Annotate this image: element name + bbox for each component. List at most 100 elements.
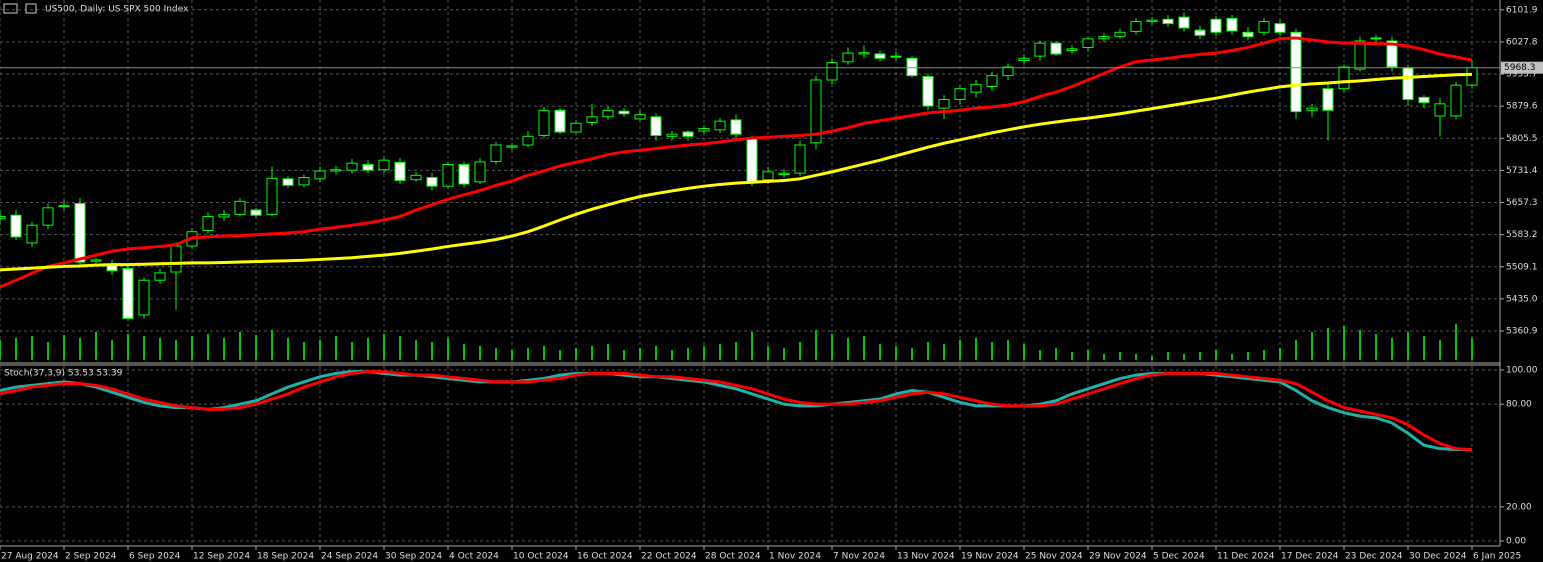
y-tick-label: 5509.1 (1506, 262, 1538, 272)
volume-bar (1039, 350, 1041, 360)
x-tick-label: 10 Oct 2024 (513, 552, 569, 562)
volume-bar (847, 338, 849, 360)
candle-body (1402, 67, 1414, 100)
moving-average (0, 36, 1473, 289)
candle-body (954, 88, 966, 100)
volume-bar (1279, 348, 1281, 360)
x-tick-label: 28 Oct 2024 (705, 552, 761, 562)
candle-body (1146, 19, 1158, 22)
x-tick-label: 11 Dec 2024 (1217, 552, 1275, 562)
volume-bar (383, 334, 385, 360)
volume-bar (911, 348, 913, 360)
candle-body (1162, 18, 1174, 25)
candle-body (1034, 42, 1046, 57)
volume-bar (239, 332, 241, 360)
x-tick-label: 7 Nov 2024 (833, 552, 885, 562)
x-tick-label: 6 Jan 2025 (1473, 552, 1521, 562)
candle-body (1050, 42, 1062, 55)
candle-body (282, 178, 294, 186)
volume-bar (447, 338, 449, 360)
candle-body (874, 53, 886, 59)
volume-bar (975, 338, 977, 360)
candle-body (74, 203, 86, 263)
volume-bar (31, 336, 33, 360)
volume-bar (287, 338, 289, 360)
candle-body (442, 164, 454, 187)
candle-body (1242, 31, 1254, 38)
volume-bar (1183, 354, 1185, 360)
chart-title: US500, Daily: US SPX 500 Index (45, 5, 189, 15)
volume-bar (1215, 350, 1217, 360)
candle-body (506, 145, 518, 148)
volume-bar (623, 350, 625, 360)
candle-body (202, 216, 214, 231)
volume-bar (1407, 332, 1409, 360)
volume-bar (655, 346, 657, 360)
volume-bar (575, 348, 577, 360)
volume-bar (1295, 340, 1297, 360)
volume-bar (1311, 332, 1313, 360)
volume-bar (543, 346, 545, 360)
volume-bar (1071, 352, 1073, 360)
candle-body (0, 216, 6, 220)
volume-bar (1151, 356, 1153, 360)
candle-body (938, 98, 950, 109)
volume-bar (319, 340, 321, 360)
candle-body (986, 75, 998, 87)
candle-body (1258, 20, 1270, 33)
x-tick-label: 24 Sep 2024 (321, 552, 378, 562)
volume-bar (671, 350, 673, 360)
x-tick-label: 19 Nov 2024 (961, 552, 1019, 562)
candle-body (330, 169, 342, 172)
y-tick-label: 5953.7 (1506, 70, 1538, 80)
candle-body (410, 174, 422, 181)
volume-bar (1423, 336, 1425, 360)
volume-bar (927, 342, 929, 360)
volume-bar (511, 350, 513, 360)
candle-body (1194, 29, 1206, 36)
x-tick-label: 12 Sep 2024 (193, 552, 250, 562)
candle-body (1322, 88, 1334, 111)
volume-bar (111, 340, 113, 360)
candle-body (1450, 84, 1462, 117)
y-tick-label: 5435.0 (1506, 294, 1538, 304)
volume-bar (719, 344, 721, 360)
y-tick-label: 6027.8 (1506, 37, 1538, 47)
candle-body (394, 161, 406, 182)
x-tick-label: 5 Dec 2024 (1153, 552, 1205, 562)
volume-bar (831, 334, 833, 360)
candle-body (250, 209, 262, 216)
price-tag-label: 5968.3 (1504, 63, 1536, 73)
volume-bar (1199, 352, 1201, 360)
candle-body (170, 245, 182, 273)
volume-bar (783, 348, 785, 360)
x-tick-label: 6 Sep 2024 (129, 552, 181, 562)
x-tick-label: 16 Oct 2024 (577, 552, 633, 562)
candle-body (1354, 40, 1366, 70)
candle-body (1306, 107, 1318, 111)
x-tick-label: 22 Oct 2024 (641, 552, 697, 562)
volume-bar (959, 340, 961, 360)
candle-body (1018, 57, 1030, 61)
candle-body (1226, 17, 1238, 32)
volume-bar (1055, 348, 1057, 360)
candle-body (122, 268, 134, 319)
volume-bar (1023, 344, 1025, 360)
candle-body (810, 79, 822, 144)
candle-body (138, 279, 150, 316)
volume-bar (271, 330, 273, 360)
candle-body (922, 76, 934, 107)
volume-bar (207, 334, 209, 360)
volume-bar (1327, 328, 1329, 360)
volume-bar (703, 346, 705, 360)
volume-bar (495, 348, 497, 360)
volume-bar (15, 338, 17, 360)
volume-bar (415, 340, 417, 360)
x-tick-label: 30 Sep 2024 (385, 552, 442, 562)
volume-bar (863, 336, 865, 360)
volume-bar (79, 338, 81, 360)
volume-bar (1167, 352, 1169, 360)
candle-body (458, 164, 470, 185)
volume-bar (735, 342, 737, 360)
volume-bar (1007, 340, 1009, 360)
